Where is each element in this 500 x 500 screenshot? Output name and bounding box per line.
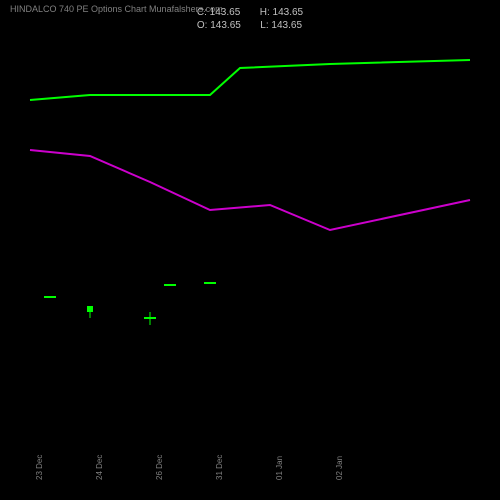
ohlc-o-label: O: [197, 20, 210, 31]
ohlc-h-value: 143.65 [273, 7, 304, 18]
x-axis-tick-label: 01 Jan [275, 456, 284, 480]
ohlc-l: L: [241, 20, 272, 31]
x-axis-tick-label: 02 Jan [335, 456, 344, 480]
x-axis-tick-label: 24 Dec [95, 455, 104, 480]
series-line [30, 150, 470, 230]
chart-title: HINDALCO 740 PE Options Chart Munafalshe… [10, 4, 223, 14]
ohlc-o-value: 143.65 [210, 20, 241, 31]
ohlc-c-label: C: [197, 7, 210, 18]
x-axis-labels: 23 Dec 24 Dec 26 Dec 31 Dec 01 Jan 02 Jan [30, 430, 470, 490]
ohlc-l-value: 143.65 [271, 20, 302, 31]
x-axis-tick-label: 31 Dec [215, 455, 224, 480]
ohlc-display: C: 143.65 H: 143.65O: 143.65 L: 143.65 [197, 6, 303, 32]
ohlc-h: H: [240, 7, 272, 18]
series-line [30, 60, 470, 100]
x-axis-tick-label: 23 Dec [35, 455, 44, 480]
ohlc-c-value: 143.65 [210, 7, 241, 18]
chart-container: HINDALCO 740 PE Options Chart Munafalshe… [0, 0, 500, 500]
x-axis-tick-label: 26 Dec [155, 455, 164, 480]
chart-plot-area [30, 40, 470, 420]
chart-svg [30, 40, 470, 420]
candle-body [87, 306, 93, 312]
